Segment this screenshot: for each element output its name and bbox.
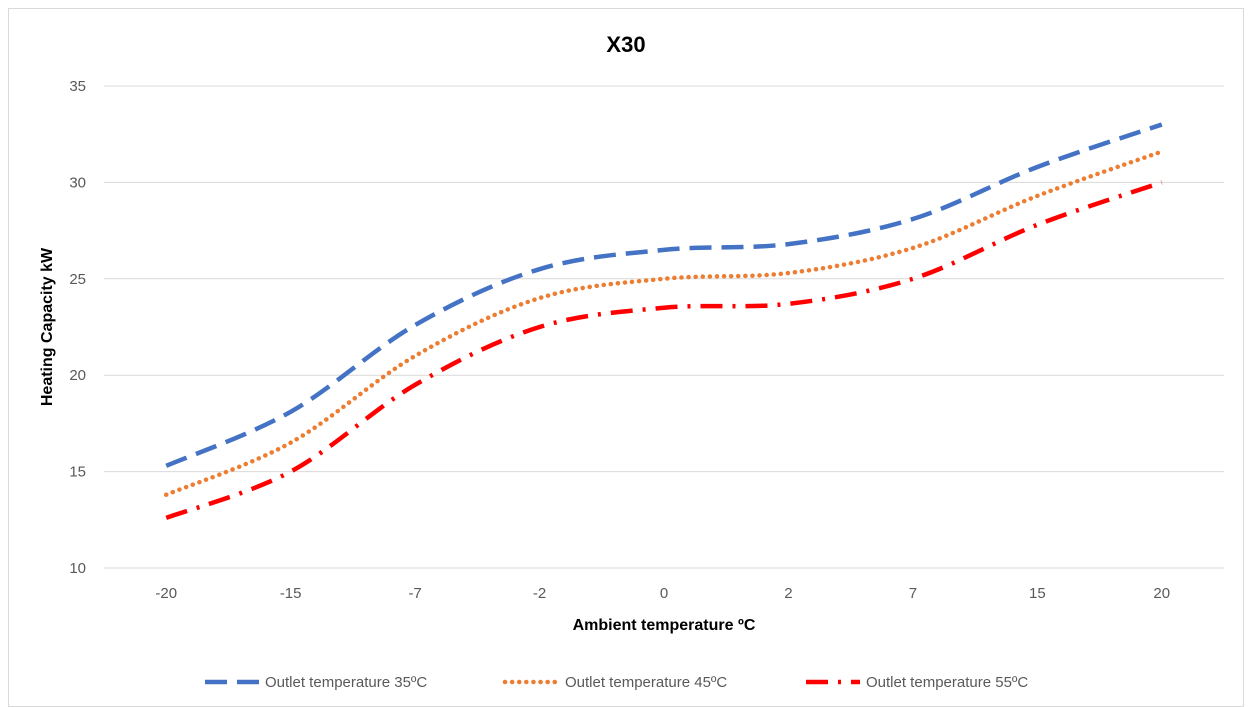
y-tick-label: 20	[69, 367, 86, 384]
data-point	[910, 245, 915, 250]
data-point	[288, 469, 293, 474]
gridlines	[104, 86, 1224, 568]
data-point	[662, 276, 667, 281]
data-point	[164, 463, 169, 468]
data-point	[413, 353, 418, 358]
data-point	[1159, 180, 1164, 185]
data-point	[537, 296, 542, 301]
data-point	[413, 382, 418, 387]
data-point	[1035, 164, 1040, 169]
series-line-1	[166, 125, 1162, 466]
legend-item-2: Outlet temperature 45ºC	[505, 674, 727, 691]
series-line-3	[166, 182, 1162, 517]
data-point	[164, 515, 169, 520]
data-point	[1035, 193, 1040, 198]
y-tick-label: 10	[69, 560, 86, 577]
legend-item-3: Outlet temperature 55ºC	[806, 674, 1028, 691]
y-tick-label: 15	[69, 464, 86, 481]
data-point	[537, 325, 542, 330]
y-tick-label: 30	[69, 174, 86, 191]
x-tick-label: 15	[1029, 585, 1046, 602]
x-tick-label: -20	[155, 585, 177, 602]
x-axis-ticks: -20 -15 -7 -2 0 2 7 15 20	[155, 585, 1170, 602]
y-axis-title: Heating Capacity kW	[39, 247, 56, 406]
y-tick-label: 35	[69, 78, 86, 95]
data-point	[537, 267, 542, 272]
x-tick-label: -15	[280, 585, 302, 602]
series-line-2	[166, 152, 1162, 495]
data-point	[1159, 122, 1164, 127]
x-tick-label: 0	[660, 585, 668, 602]
legend: Outlet temperature 35ºC Outlet temperatur…	[205, 674, 1028, 691]
series-lines	[164, 122, 1165, 520]
data-point	[910, 217, 915, 222]
data-point	[786, 242, 791, 247]
x-tick-label: 2	[784, 585, 792, 602]
y-tick-label: 25	[69, 271, 86, 288]
legend-label: Outlet temperature 45ºC	[565, 674, 727, 691]
data-point	[910, 276, 915, 281]
x-tick-label: 7	[909, 585, 917, 602]
legend-label: Outlet temperature 35ºC	[265, 674, 427, 691]
x-axis-title: Ambient temperature ºC	[573, 617, 756, 634]
x-tick-label: -2	[533, 585, 546, 602]
data-point	[1159, 149, 1164, 154]
x-tick-label: -7	[408, 585, 421, 602]
data-point	[1035, 222, 1040, 227]
data-point	[288, 409, 293, 414]
data-point	[413, 323, 418, 328]
data-point	[786, 301, 791, 306]
legend-label: Outlet temperature 55ºC	[866, 674, 1028, 691]
data-point	[662, 305, 667, 310]
data-point	[662, 247, 667, 252]
data-point	[786, 271, 791, 276]
data-point	[288, 440, 293, 445]
data-point	[164, 492, 169, 497]
x-tick-label: 20	[1153, 585, 1170, 602]
y-axis-ticks: 10 15 20 25 30 35	[69, 78, 86, 577]
legend-item-1: Outlet temperature 35ºC	[205, 674, 427, 691]
chart-title: X30	[606, 32, 645, 57]
